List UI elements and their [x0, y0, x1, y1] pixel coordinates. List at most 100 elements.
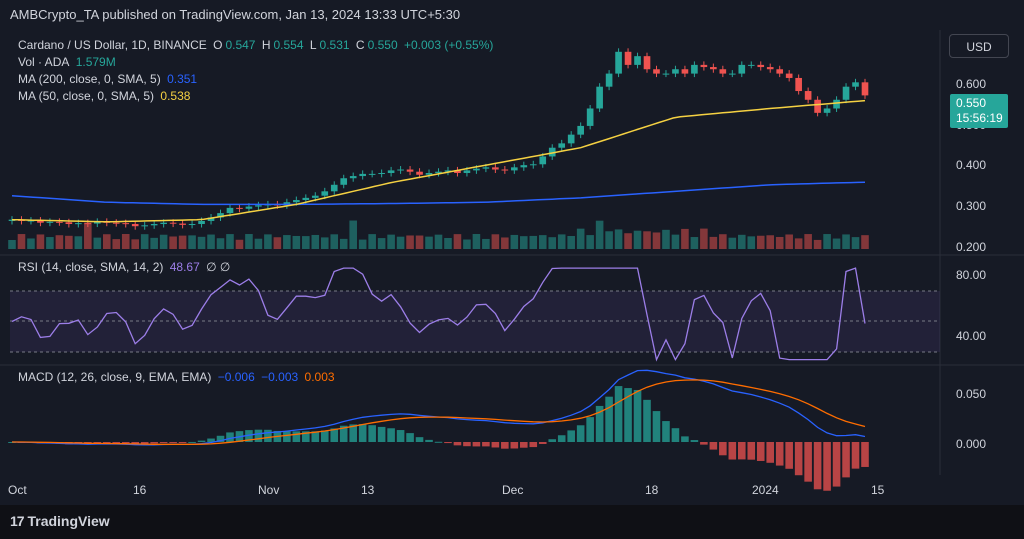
volume-bar [339, 238, 348, 249]
candle-body [349, 176, 357, 179]
price-tick-0600: 0.600 [956, 77, 987, 91]
macd-label: MACD (12, 26, close, 9, EMA, EMA) [18, 370, 212, 384]
candle-body [804, 91, 812, 100]
candle-body [643, 56, 651, 70]
macd-histogram-bar [614, 386, 623, 442]
volume-bar [396, 236, 405, 249]
volume-bar [131, 239, 140, 249]
candle-body [567, 134, 575, 144]
macd-histogram-bar [368, 425, 376, 442]
volume-value: 1.579M [75, 55, 116, 69]
candle-body [226, 207, 234, 214]
volume-bar [349, 220, 357, 249]
volume-bar [538, 235, 547, 249]
macd-histogram-bar [510, 442, 519, 449]
volume-bar [65, 235, 73, 249]
candle-body [368, 173, 376, 175]
volume-bar [292, 235, 301, 249]
candle-body [425, 173, 433, 175]
macd-histogram-bar [747, 442, 756, 460]
volume-bar [775, 236, 784, 249]
brand-name: TradingView [27, 513, 110, 529]
tradingview-logo[interactable]: 17 TradingView [10, 513, 110, 529]
volume-bar [491, 234, 500, 249]
macd-histogram-bar [283, 431, 291, 442]
candle-body [672, 69, 679, 74]
macd-histogram [8, 386, 869, 491]
macd-histogram-bar [633, 389, 642, 442]
volume-bar [159, 234, 168, 249]
candle-body [605, 73, 613, 87]
macd-histogram-bar [396, 430, 405, 442]
volume-bar [226, 234, 234, 249]
macd-histogram-bar [491, 442, 500, 448]
macd-legend: MACD (12, 26, close, 9, EMA, EMA) −0.006… [18, 370, 338, 384]
macd-histogram-bar [226, 432, 234, 442]
volume-bar [425, 236, 433, 249]
volume-bar [576, 228, 585, 249]
macd-histogram-bar [709, 442, 718, 450]
candle-body [293, 200, 300, 203]
volume-bar [643, 231, 651, 249]
volume-bar [633, 230, 642, 249]
rsi-legend: RSI (14, close, SMA, 14, 2) 48.67 ∅ ∅ [18, 260, 233, 274]
chart-canvas[interactable] [0, 30, 1024, 505]
candle-body [160, 222, 167, 225]
candle-body [700, 64, 708, 68]
macd-histogram-bar [444, 442, 452, 444]
volume-bar [84, 222, 92, 249]
macd-histogram-bar [728, 442, 737, 460]
time-tick-13: 13 [361, 483, 375, 497]
close-label: C [355, 38, 365, 52]
chart-area[interactable]: Cardano / US Dollar, 1D, BINANCE O 0.547 … [0, 30, 1024, 505]
macd-histogram-bar [406, 433, 414, 442]
header-bar: AMBCrypto_TA published on TradingView.co… [0, 0, 1024, 30]
candle-body [340, 178, 348, 185]
candle-body [188, 224, 196, 226]
macd-histogram-bar [576, 425, 585, 442]
macd-histogram-bar [662, 421, 670, 442]
time-tick-oct: Oct [8, 483, 27, 497]
volume-bar [207, 234, 215, 249]
volume-bar [520, 236, 528, 249]
macd-histogram-bar [425, 439, 433, 442]
candle-body [150, 224, 158, 226]
time-tick-dec: Dec [502, 483, 524, 497]
macd-histogram-bar [737, 442, 746, 460]
candle-body [207, 217, 215, 221]
macd-histogram-bar [330, 428, 339, 442]
last-price-badge: 0.550 15:56:19 [950, 94, 1008, 128]
candle-body [27, 220, 35, 222]
candle-body [482, 167, 490, 169]
candle-body [179, 223, 186, 225]
volume-bar [794, 238, 803, 249]
candle-body [520, 165, 528, 168]
open-label: O [213, 38, 223, 52]
symbol-title: Cardano / US Dollar, 1D, BINANCE [18, 38, 207, 52]
currency-button[interactable]: USD [949, 34, 1009, 58]
volume-bar [188, 235, 196, 249]
candle-body [93, 221, 101, 224]
candle-body [416, 171, 423, 175]
ma50-legend: MA (50, close, 0, SMA, 5) 0.538 [18, 89, 193, 103]
candle-body [539, 156, 547, 165]
macd-histogram-bar [804, 442, 812, 482]
volume-bar [55, 235, 64, 249]
macd-histogram-bar [842, 442, 850, 478]
macd-histogram-bar [169, 442, 177, 443]
volume-bar [472, 234, 481, 249]
candle-body [586, 108, 594, 126]
candle-body [444, 170, 452, 172]
volume-bar [283, 235, 291, 249]
macd-histogram-bar [766, 442, 775, 463]
volume-bar [595, 220, 604, 249]
macd-histogram-bar [197, 440, 206, 442]
low-value: 0.531 [319, 38, 350, 52]
volume-bar [719, 234, 727, 249]
macd-histogram-bar [700, 442, 708, 445]
histogram-value: 0.003 [304, 370, 335, 384]
macd-histogram-bar [207, 438, 215, 442]
bar-countdown: 15:56:19 [956, 111, 1003, 125]
published-by-text: AMBCrypto_TA published on TradingView.co… [10, 7, 461, 22]
volume-label: Vol · ADA [18, 55, 70, 69]
